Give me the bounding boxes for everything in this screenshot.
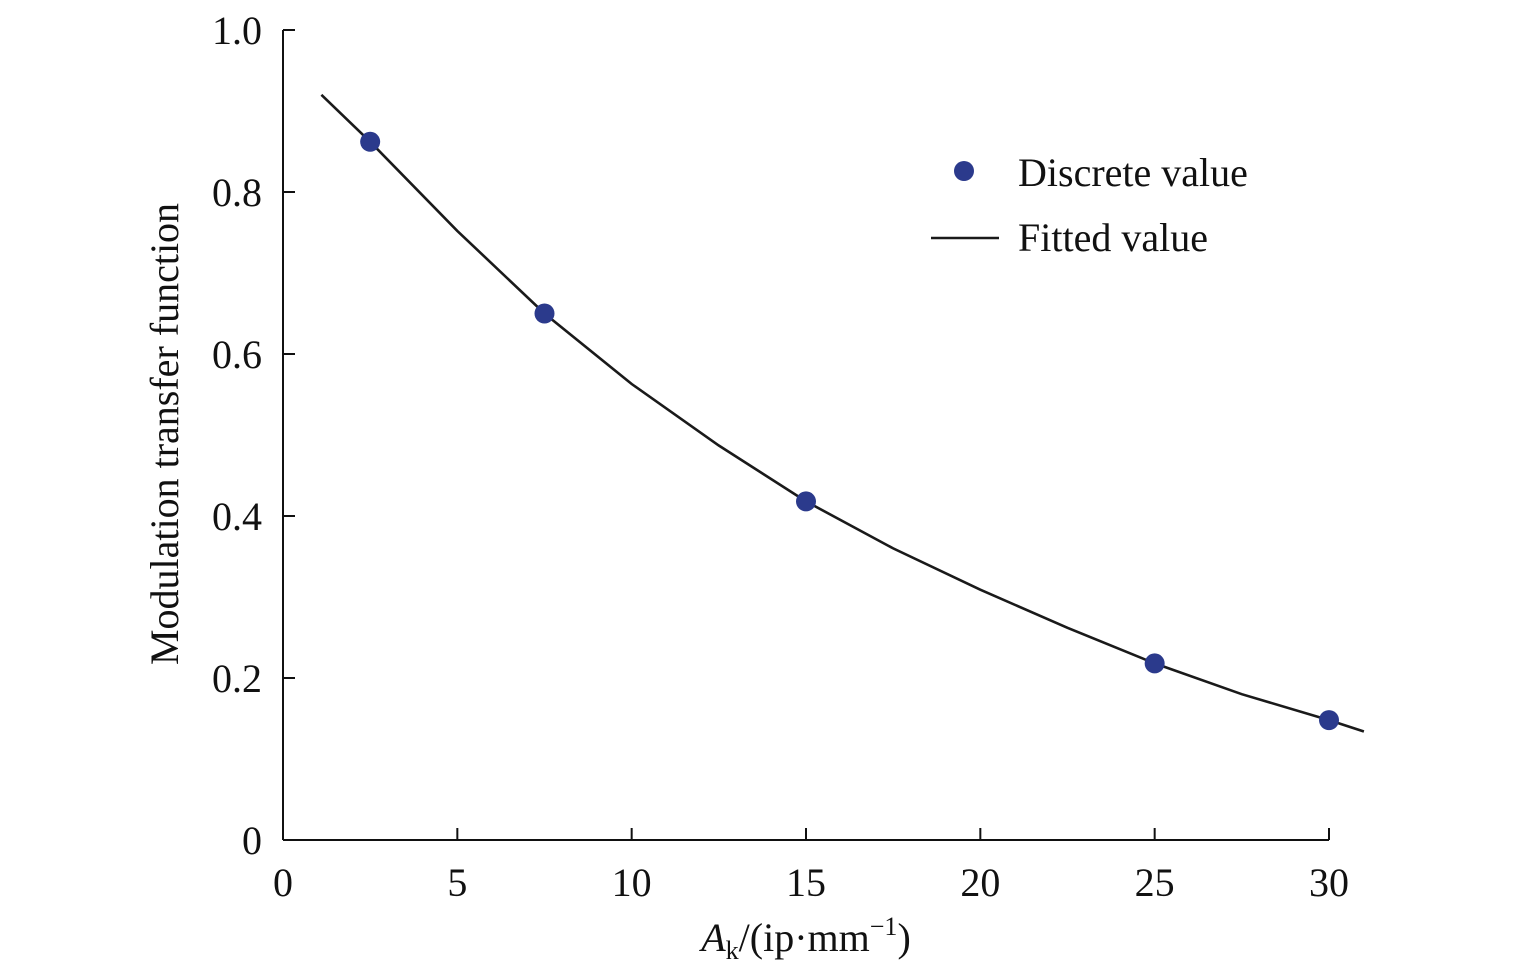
data-point xyxy=(1319,710,1339,731)
y-tick-label: 0 xyxy=(242,818,262,863)
x-tick-label: 25 xyxy=(1135,860,1175,905)
y-tick-label: 1.0 xyxy=(212,8,262,53)
legend-label-discrete: Discrete value xyxy=(1018,150,1248,195)
x-tick-label: 30 xyxy=(1309,860,1349,905)
fitted-curve xyxy=(320,93,1365,733)
y-tick-label: 0.4 xyxy=(212,494,262,539)
data-point xyxy=(360,131,381,152)
y-axis-title: Modulation transfer function xyxy=(142,203,187,665)
data-point xyxy=(534,303,555,324)
y-tick-label: 0.2 xyxy=(212,656,262,701)
x-axis-title: Ak/(ip·mm−1) xyxy=(698,912,911,965)
legend-label-fitted: Fitted value xyxy=(1018,215,1208,260)
x-tick-label: 5 xyxy=(447,860,467,905)
x-tick-label: 10 xyxy=(612,860,652,905)
ticks: 0 5 10 15 20 25 30 0 0.2 0.4 0.6 0.8 1.0 xyxy=(212,8,1349,905)
y-tick-label: 0.6 xyxy=(212,332,262,377)
discrete-series xyxy=(360,131,1339,731)
legend-marker-discrete xyxy=(954,161,974,181)
y-tick-label: 0.8 xyxy=(212,170,262,215)
x-tick-label: 20 xyxy=(960,860,1000,905)
x-tick-label: 15 xyxy=(786,860,826,905)
legend: Discrete value Fitted value xyxy=(931,150,1248,260)
x-tick-label: 0 xyxy=(273,860,293,905)
fitted-series xyxy=(320,93,1365,733)
data-point xyxy=(1144,653,1165,674)
data-point xyxy=(796,491,816,512)
